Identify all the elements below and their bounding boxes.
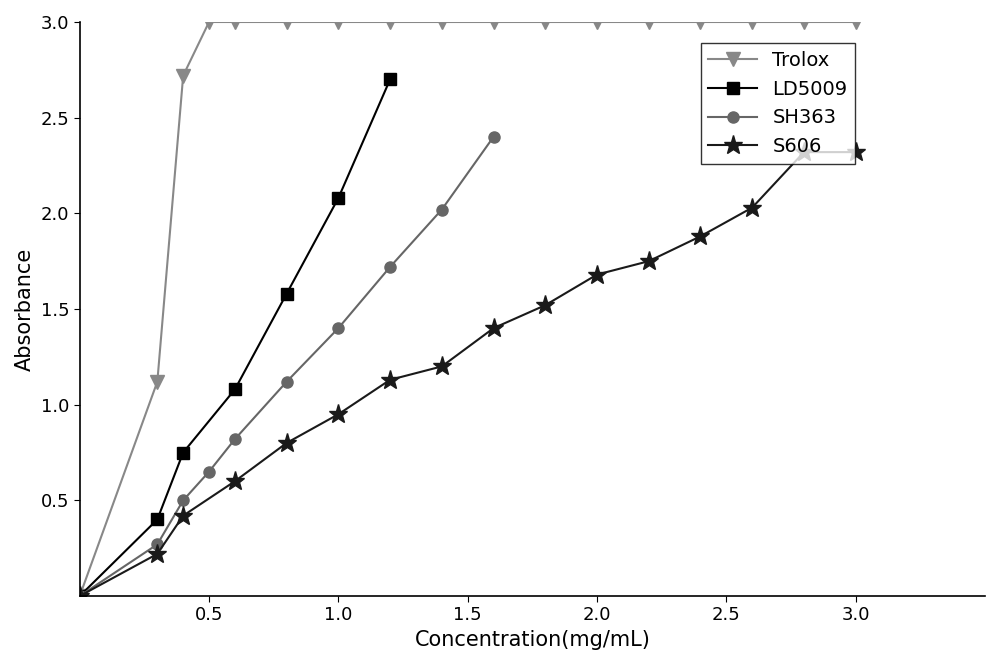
Trolox xyxy=(384,18,396,26)
SH363 xyxy=(332,324,344,332)
Trolox xyxy=(177,72,189,80)
SH363 xyxy=(203,467,215,475)
SH363 xyxy=(229,435,241,443)
S606 xyxy=(177,511,189,519)
SH363 xyxy=(151,541,163,549)
Trolox xyxy=(332,18,344,26)
Legend: Trolox, LD5009, SH363, S606: Trolox, LD5009, SH363, S606 xyxy=(701,43,855,164)
Line: LD5009: LD5009 xyxy=(74,74,396,602)
S606 xyxy=(384,376,396,384)
S606 xyxy=(798,148,810,156)
Y-axis label: Absorbance: Absorbance xyxy=(15,247,35,370)
Trolox xyxy=(229,18,241,26)
SH363 xyxy=(177,496,189,504)
LD5009 xyxy=(281,290,293,298)
Trolox xyxy=(74,592,86,600)
SH363 xyxy=(488,133,500,141)
S606 xyxy=(332,410,344,418)
Trolox xyxy=(203,18,215,26)
SH363 xyxy=(384,263,396,271)
S606 xyxy=(746,203,758,211)
SH363 xyxy=(74,592,86,600)
SH363 xyxy=(436,205,448,213)
S606 xyxy=(694,232,706,240)
Trolox xyxy=(281,18,293,26)
S606 xyxy=(591,271,603,279)
S606 xyxy=(281,439,293,447)
S606 xyxy=(488,324,500,332)
S606 xyxy=(229,477,241,485)
Line: SH363: SH363 xyxy=(74,131,499,602)
S606 xyxy=(643,257,655,265)
Trolox xyxy=(850,18,862,26)
SH363 xyxy=(281,378,293,386)
Trolox xyxy=(591,18,603,26)
Line: S606: S606 xyxy=(70,142,865,606)
Trolox xyxy=(643,18,655,26)
S606 xyxy=(74,592,86,600)
Trolox xyxy=(746,18,758,26)
LD5009 xyxy=(332,194,344,202)
LD5009 xyxy=(74,592,86,600)
LD5009 xyxy=(151,515,163,523)
Trolox xyxy=(436,18,448,26)
LD5009 xyxy=(229,386,241,394)
Trolox xyxy=(694,18,706,26)
LD5009 xyxy=(177,448,189,456)
X-axis label: Concentration(mg/mL): Concentration(mg/mL) xyxy=(414,630,650,650)
Trolox xyxy=(151,378,163,386)
Trolox xyxy=(488,18,500,26)
Trolox xyxy=(798,18,810,26)
Line: Trolox: Trolox xyxy=(73,15,863,603)
S606 xyxy=(539,301,551,309)
S606 xyxy=(436,362,448,370)
S606 xyxy=(151,550,163,558)
LD5009 xyxy=(384,75,396,83)
S606 xyxy=(850,148,862,156)
Trolox xyxy=(539,18,551,26)
